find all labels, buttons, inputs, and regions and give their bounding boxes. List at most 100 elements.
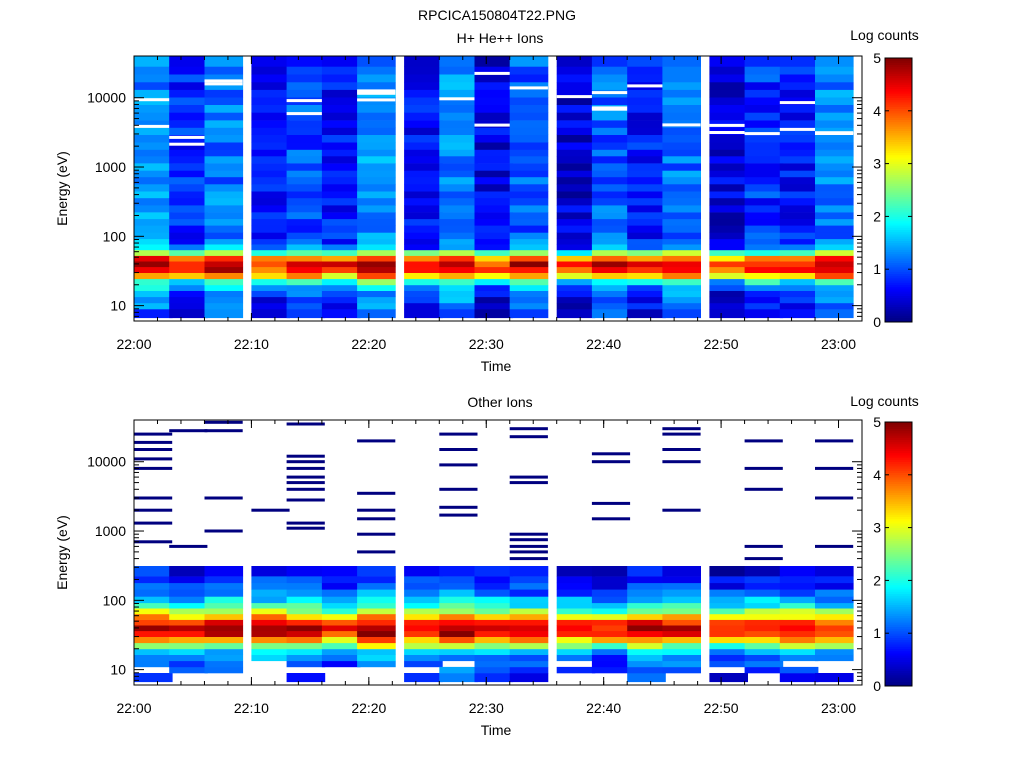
heatmap-cell xyxy=(815,218,854,226)
heatmap-cell xyxy=(744,654,784,662)
heatmap-cell xyxy=(251,112,290,121)
sparse-count-lines xyxy=(134,420,854,561)
heatmap-cell xyxy=(286,205,326,213)
heatmap-cell xyxy=(591,302,631,310)
heatmap-cell xyxy=(779,630,819,637)
heatmap-cell xyxy=(709,183,748,192)
colorbar-swatch xyxy=(885,132,912,136)
heatmap-cell xyxy=(627,127,666,135)
colorbar-swatch xyxy=(885,481,912,484)
heatmap-cell xyxy=(509,261,549,268)
colorbar-swatch xyxy=(885,422,912,425)
heatmap-cell xyxy=(321,284,361,291)
heatmap-cell xyxy=(591,97,631,105)
colorbar-swatch xyxy=(885,534,912,537)
heatmap-cell xyxy=(204,576,244,584)
colorbar-swatch xyxy=(885,547,912,550)
colorbar-swatch xyxy=(885,426,912,429)
heatmap-cell xyxy=(662,284,701,291)
colorbar-swatch xyxy=(885,300,912,303)
heatmap-cell xyxy=(744,232,784,240)
heatmap-cell xyxy=(204,602,244,609)
heatmap-cell xyxy=(509,673,549,683)
heatmap-cell xyxy=(779,244,819,251)
colorbar-swatch xyxy=(885,681,912,685)
heatmap-cell xyxy=(744,582,784,590)
colorbar-swatch xyxy=(885,441,912,445)
gap-line xyxy=(709,123,748,127)
chart-panel-1: 22:00 22:10 22:20 22:30 22:40 22:50 23:0010100… xyxy=(54,27,919,374)
colorbar-swatch xyxy=(885,194,912,197)
colorbar-swatch xyxy=(885,452,912,456)
count-line xyxy=(134,496,173,500)
heatmap-cell xyxy=(404,309,443,319)
heatmap-cell xyxy=(204,296,244,304)
heatmap-cell xyxy=(169,261,208,268)
heatmap-cell xyxy=(404,290,443,298)
heatmap-cell xyxy=(251,625,290,632)
heatmap-cell xyxy=(556,566,596,577)
heatmap-cell xyxy=(815,66,854,75)
heatmap-cell xyxy=(439,613,478,620)
heatmap-cell xyxy=(474,602,514,609)
heatmap-cell xyxy=(404,596,443,604)
heatmap-cell xyxy=(204,648,244,655)
count-line xyxy=(509,538,548,542)
heatmap-cell xyxy=(169,660,208,668)
heatmap-cell xyxy=(251,74,290,83)
heatmap-cell xyxy=(404,660,443,668)
colorbar-swatch xyxy=(885,209,912,213)
heatmap-cell xyxy=(627,608,666,615)
heatmap-cell xyxy=(439,309,478,319)
heatmap-cell xyxy=(169,112,208,121)
heatmap-cell xyxy=(509,660,549,668)
heatmap-cell xyxy=(169,225,208,233)
heatmap-cell xyxy=(404,602,443,609)
plot-frame xyxy=(133,55,863,322)
heatmap-cell xyxy=(404,156,443,164)
heatmap-cell xyxy=(591,218,631,226)
count-line xyxy=(134,432,173,436)
colorbar-swatch xyxy=(885,444,912,447)
heatmap-cell xyxy=(439,582,478,590)
heatmap-cell xyxy=(474,205,514,213)
colorbar-swatch xyxy=(885,190,912,193)
heatmap-cell xyxy=(204,642,244,650)
heatmap-cell xyxy=(709,198,748,206)
heatmap-cell xyxy=(169,170,208,178)
heatmap-cell xyxy=(474,566,514,577)
heatmap-cell xyxy=(709,97,748,105)
heatmap-cell xyxy=(779,654,819,662)
colorbar-swatch xyxy=(885,446,912,449)
heatmap-cell xyxy=(591,205,631,213)
heatmap-cell xyxy=(779,625,819,632)
heatmap-cell xyxy=(286,163,326,171)
heatmap-cell xyxy=(556,666,596,674)
heatmap-cell xyxy=(709,238,748,245)
gap-line xyxy=(204,79,243,83)
heatmap-cell xyxy=(439,170,478,178)
heatmap-cell xyxy=(251,127,290,135)
heatmap-cell xyxy=(404,56,443,67)
colorbar-swatch xyxy=(885,181,912,184)
heatmap-cell xyxy=(286,648,326,655)
heatmap-cell xyxy=(627,660,666,668)
heatmap-cell xyxy=(474,66,514,75)
heatmap-cell xyxy=(627,112,666,121)
heatmap-cell xyxy=(627,191,666,199)
colorbar-swatch xyxy=(885,457,912,460)
heatmap-cell xyxy=(251,191,290,199)
heatmap-cell xyxy=(509,120,549,128)
heatmap-cell xyxy=(357,112,396,121)
heatmap-cell xyxy=(815,198,854,206)
heatmap-cell xyxy=(662,198,701,206)
heatmap-cell xyxy=(815,636,854,644)
heatmap-cell xyxy=(509,589,549,597)
count-line xyxy=(251,508,290,512)
heatmap-cell xyxy=(169,648,208,655)
heatmap-cell xyxy=(204,582,244,590)
heatmap-cell xyxy=(404,642,443,650)
heatmap-cell xyxy=(591,296,631,304)
heatmap-cell xyxy=(404,302,443,310)
heatmap-cell xyxy=(404,225,443,233)
